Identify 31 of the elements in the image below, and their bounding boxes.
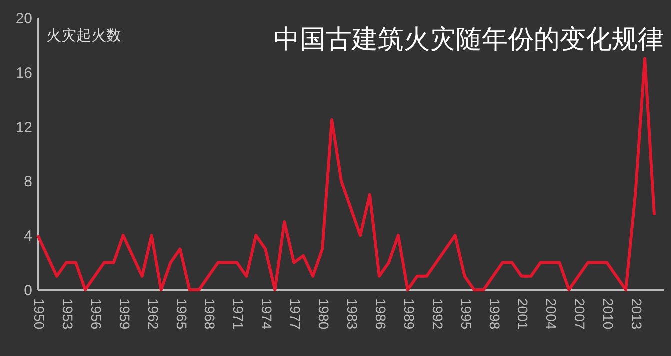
y-tick-label: 12 [16,119,32,136]
x-tick-label: 1977 [288,298,304,330]
y-tick-label: 4 [24,228,32,246]
y-tick-label: 8 [24,174,32,191]
x-tick-label: 1971 [230,298,247,330]
x-tick-label: 1965 [174,298,190,330]
x-tick-label: 1956 [88,298,104,330]
line-series [36,57,656,292]
x-tick-label: 2013 [629,298,646,330]
x-tick-label: 1983 [344,298,360,330]
x-tick-label: 1995 [458,298,474,330]
x-tick-label: 1974 [259,298,276,330]
x-tick-label: 1950 [32,298,48,330]
x-tick-label: 1986 [372,298,389,330]
y-axis-title: 火灾起火数 [46,28,122,44]
x-tick-label: 2010 [600,298,617,330]
chart-title: 中国古建筑火灾随年份的变化规律 [274,24,664,54]
x-tick-label: 1959 [116,298,133,330]
x-tick-label: 2001 [515,298,532,330]
x-tick-label: 1962 [145,298,162,330]
x-tick-label: 1998 [486,298,503,330]
y-tick-label: 20 [16,10,32,28]
x-tick-label: 2007 [572,298,588,330]
x-tick-label: 1953 [60,298,76,330]
x-tick-label: 1989 [401,298,418,330]
x-tick-label: 2004 [544,298,560,330]
y-tick-label: 0 [24,282,32,300]
x-tick-label: 1968 [202,298,218,330]
y-tick-label: 16 [16,64,32,82]
x-tick-label: 1980 [316,298,332,330]
x-tick-label: 1992 [430,298,446,330]
